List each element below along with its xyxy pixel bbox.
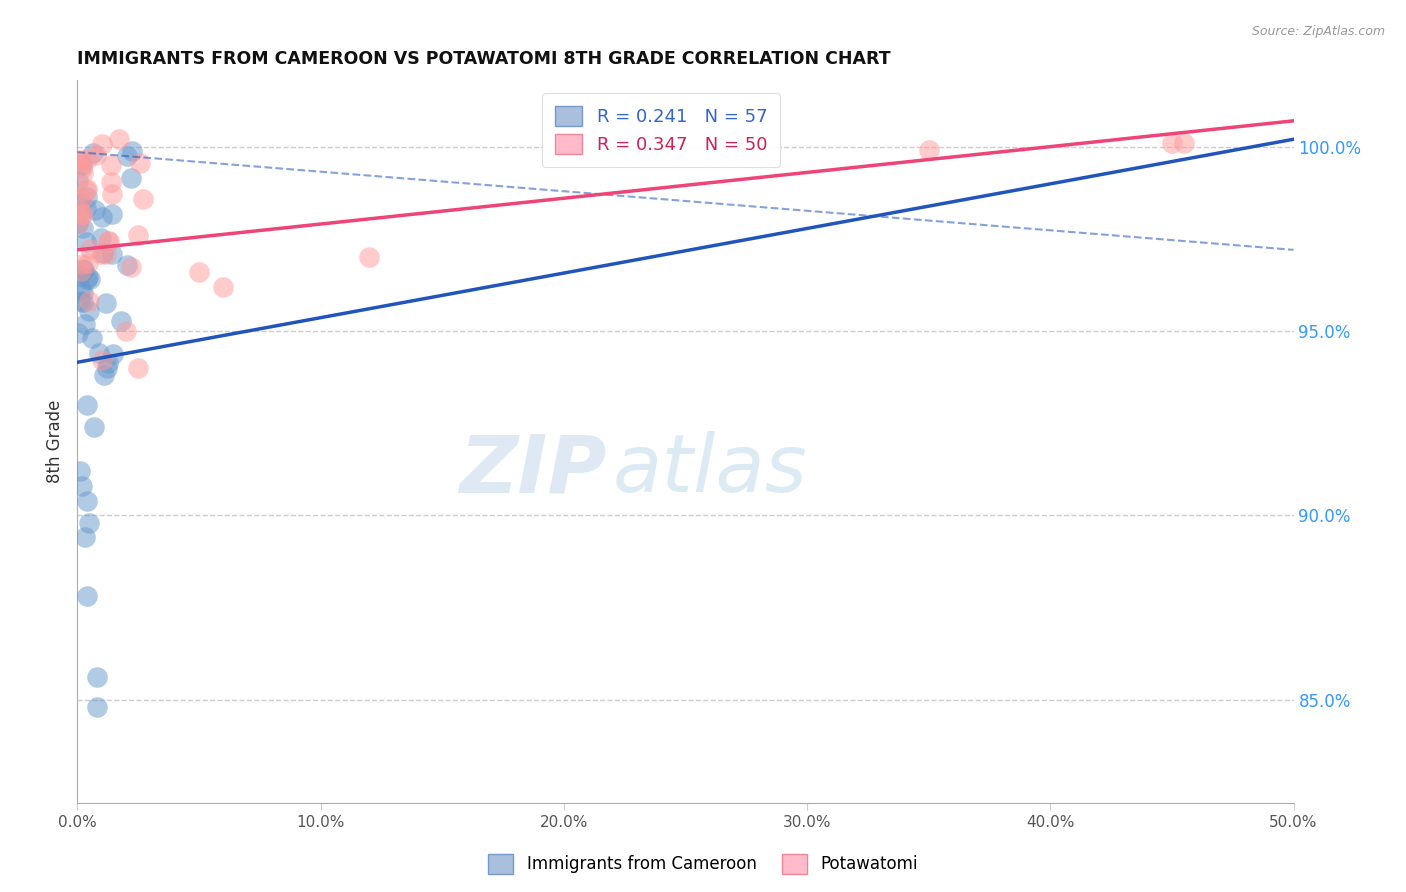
Text: ZIP: ZIP: [458, 432, 606, 509]
Legend: R = 0.241   N = 57, R = 0.347   N = 50: R = 0.241 N = 57, R = 0.347 N = 50: [543, 93, 780, 167]
Point: [100, 206, 122, 220]
Point: [127, 227, 149, 242]
Point: [79, 294, 101, 309]
Point: [70, 158, 93, 172]
Point: [77, 304, 100, 318]
Text: IMMIGRANTS FROM CAMEROON VS POTAWATOMI 8TH GRADE CORRELATION CHART: IMMIGRANTS FROM CAMEROON VS POTAWATOMI 8…: [77, 50, 891, 68]
Point: [110, 313, 132, 327]
Point: [67, 173, 90, 187]
Point: [73, 317, 96, 331]
Point: [67, 202, 90, 216]
Point: [132, 192, 155, 206]
Point: [101, 246, 124, 260]
Point: [80, 331, 103, 345]
Point: [76, 272, 98, 286]
Point: [121, 144, 143, 158]
Point: [91, 136, 114, 151]
Point: [73, 263, 96, 277]
Point: [188, 265, 211, 279]
Point: [212, 279, 235, 293]
Point: [120, 260, 142, 275]
Point: [76, 255, 98, 269]
Point: [115, 259, 138, 273]
Legend: Immigrants from Cameroon, Potawatomi: Immigrants from Cameroon, Potawatomi: [479, 846, 927, 882]
Point: [69, 464, 91, 478]
Point: [76, 493, 98, 508]
Point: [359, 250, 381, 264]
Point: [90, 353, 112, 368]
Point: [86, 670, 108, 684]
Point: [84, 148, 107, 162]
Point: [75, 201, 97, 215]
Point: [69, 282, 91, 296]
Point: [72, 261, 94, 276]
Point: [100, 158, 122, 172]
Point: [70, 208, 93, 222]
Point: [1161, 136, 1184, 150]
Point: [93, 368, 115, 382]
Point: [115, 324, 138, 338]
Text: atlas: atlas: [613, 432, 807, 509]
Point: [90, 247, 112, 261]
Point: [84, 203, 107, 218]
Point: [94, 296, 117, 310]
Point: [75, 183, 97, 197]
Point: [918, 144, 941, 158]
Point: [70, 161, 93, 176]
Point: [70, 154, 93, 169]
Point: [72, 191, 94, 205]
Point: [91, 210, 114, 224]
Point: [1173, 136, 1195, 150]
Point: [72, 166, 94, 180]
Point: [70, 264, 93, 278]
Point: [82, 146, 104, 161]
Point: [96, 360, 118, 375]
Point: [72, 286, 94, 301]
Point: [94, 247, 117, 261]
Point: [101, 347, 124, 361]
Point: [79, 242, 101, 256]
Point: [129, 156, 152, 170]
Point: [79, 516, 101, 530]
Point: [69, 269, 91, 284]
Point: [69, 196, 91, 211]
Point: [97, 234, 120, 248]
Text: Source: ZipAtlas.com: Source: ZipAtlas.com: [1251, 25, 1385, 38]
Point: [73, 530, 96, 544]
Point: [72, 257, 94, 271]
Point: [76, 189, 98, 203]
Point: [72, 220, 94, 235]
Point: [72, 295, 94, 310]
Point: [100, 175, 122, 189]
Point: [108, 132, 131, 146]
Point: [101, 186, 124, 201]
Point: [90, 230, 112, 244]
Y-axis label: 8th Grade: 8th Grade: [46, 400, 65, 483]
Point: [67, 216, 90, 230]
Point: [97, 356, 120, 370]
Point: [70, 479, 93, 493]
Point: [89, 346, 111, 360]
Point: [77, 270, 100, 285]
Point: [67, 215, 90, 229]
Point: [76, 152, 98, 166]
Point: [67, 153, 90, 167]
Point: [69, 294, 91, 309]
Point: [76, 590, 98, 604]
Point: [86, 700, 108, 714]
Point: [72, 206, 94, 220]
Point: [120, 171, 142, 186]
Point: [127, 360, 149, 375]
Point: [97, 235, 120, 249]
Point: [76, 182, 98, 196]
Point: [79, 272, 101, 286]
Point: [91, 246, 114, 260]
Point: [67, 326, 90, 341]
Point: [83, 419, 105, 434]
Point: [117, 149, 139, 163]
Point: [75, 235, 97, 250]
Point: [76, 398, 98, 412]
